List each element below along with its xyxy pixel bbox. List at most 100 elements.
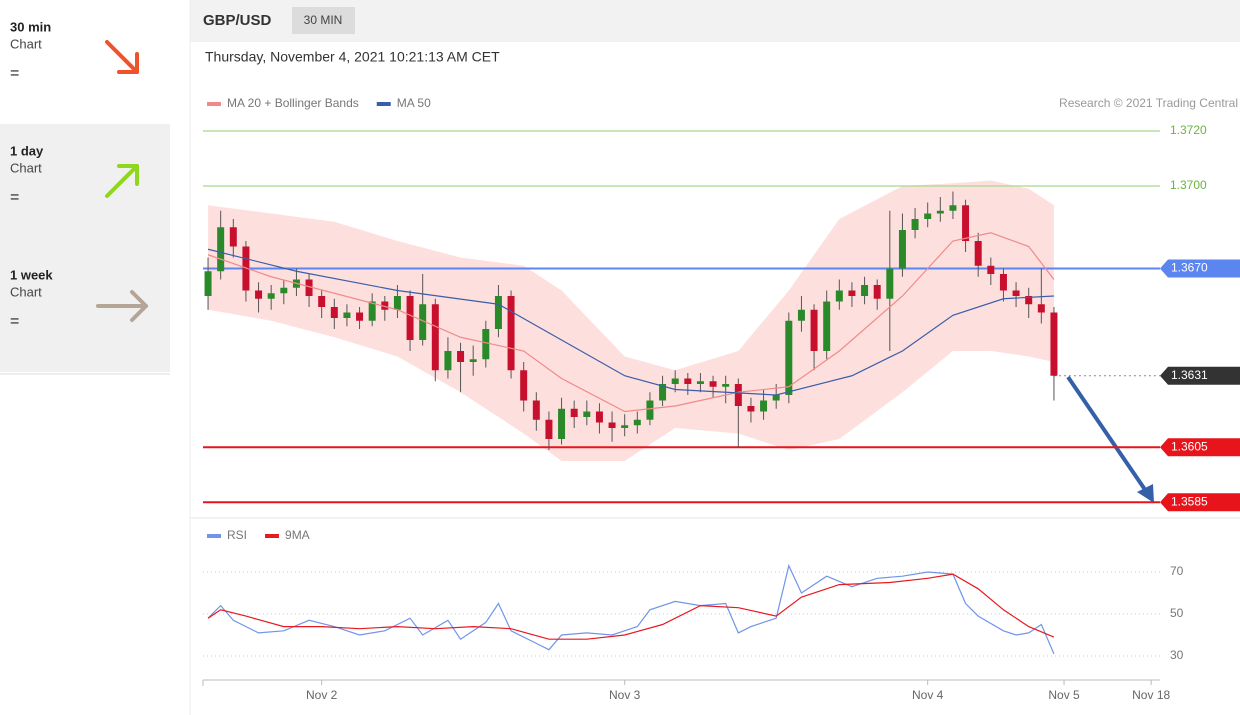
candle-body <box>608 422 616 428</box>
candle-body <box>696 381 704 384</box>
candle-body <box>924 213 932 219</box>
period: 30 min <box>10 19 51 34</box>
candle-body <box>558 408 566 439</box>
candle-body <box>949 205 957 211</box>
candle-body <box>1037 304 1045 313</box>
trend-arrow-head <box>117 52 139 74</box>
level-tag <box>1160 259 1240 278</box>
candle-body <box>545 419 553 439</box>
trend-arrow-head <box>130 290 148 322</box>
candle-body <box>873 285 881 299</box>
legend-swatch <box>207 534 221 538</box>
status: = <box>10 313 19 330</box>
candle-body <box>229 227 237 247</box>
candle-body <box>785 320 793 395</box>
sidebar-item[interactable] <box>0 0 170 124</box>
level-tag <box>1160 493 1240 512</box>
candle-body <box>1050 312 1058 376</box>
candle-body <box>823 301 831 351</box>
candle-body <box>318 296 326 307</box>
candle-body <box>797 309 805 321</box>
candle-body <box>987 265 995 274</box>
level-label: 1.3670 <box>1171 261 1208 275</box>
sidebar-item[interactable] <box>0 124 170 248</box>
candle-body <box>760 400 768 412</box>
legend-label[interactable]: MA 50 <box>397 96 431 110</box>
candle-body <box>280 287 288 294</box>
candle-body <box>507 296 515 371</box>
candle-body <box>835 290 843 302</box>
symbol: GBP/USD <box>203 12 272 29</box>
candle-body <box>1025 296 1033 305</box>
status: = <box>10 189 19 206</box>
candle-body <box>747 406 755 412</box>
timestamp: Thursday, November 4, 2021 10:21:13 AM C… <box>205 49 500 65</box>
legend-label[interactable]: 9MA <box>285 528 310 542</box>
bollinger-band <box>208 180 1054 461</box>
candle-body <box>595 411 603 423</box>
candle-body <box>204 271 212 296</box>
candle-body <box>974 241 982 266</box>
candle-body <box>494 296 502 329</box>
y-tick-label: 70 <box>1170 564 1184 578</box>
candle-body <box>457 351 465 362</box>
candle-body <box>217 227 225 272</box>
candle-body <box>709 381 717 387</box>
trend-arrow-head <box>117 164 139 186</box>
level-tag <box>1160 438 1240 457</box>
level-label: 1.3700 <box>1170 178 1207 192</box>
candle-body <box>267 293 275 299</box>
candle-body <box>520 370 528 401</box>
level-label: 1.3605 <box>1171 439 1208 453</box>
candle-body <box>999 274 1007 291</box>
candle-body <box>848 290 856 296</box>
trend-arrow <box>105 164 139 198</box>
forecast-arrow-head <box>1137 484 1154 503</box>
rsi-line <box>207 573 1055 640</box>
candle-body <box>734 384 742 406</box>
candle-body <box>671 378 679 384</box>
level-tag <box>1160 366 1240 385</box>
legend-label[interactable]: MA 20 + Bollinger Bands <box>227 96 359 110</box>
legend-swatch <box>207 102 221 106</box>
candle-body <box>861 285 869 296</box>
ma-line <box>207 232 1055 413</box>
chart-link: Chart <box>10 36 42 51</box>
candle-body <box>962 205 970 241</box>
candle-body <box>532 400 540 420</box>
candle-body <box>936 210 944 214</box>
candle-body <box>1012 290 1020 296</box>
candle-body <box>381 301 389 310</box>
ma-line <box>207 248 1054 396</box>
timeframe[interactable]: 30 MIN <box>304 13 343 27</box>
x-tick-label: Nov 4 <box>912 688 944 702</box>
candle-body <box>684 378 692 384</box>
timeframe-box[interactable] <box>292 7 355 34</box>
trend-arrow <box>105 40 139 74</box>
candle-body <box>343 312 351 318</box>
candle-body <box>419 304 427 340</box>
candle-body <box>722 384 730 387</box>
chart-link: Chart <box>10 284 42 299</box>
candle-body <box>772 395 780 401</box>
period: 1 week <box>10 267 53 282</box>
candle-body <box>482 329 490 360</box>
rsi-line <box>207 563 1055 655</box>
legend-label[interactable]: RSI <box>227 528 247 542</box>
candle-body <box>368 301 376 321</box>
level-label: 1.3720 <box>1170 123 1207 137</box>
header-bar <box>190 0 1240 42</box>
candle-body <box>659 384 667 401</box>
candle-body <box>255 290 263 299</box>
y-tick-label: 50 <box>1170 606 1184 620</box>
x-tick-label: Nov 3 <box>609 688 641 702</box>
candle-body <box>406 296 414 340</box>
candle-body <box>570 408 578 417</box>
candle-body <box>810 309 818 351</box>
candle-body <box>330 307 338 318</box>
y-tick-label: 30 <box>1170 648 1184 662</box>
candle-body <box>621 425 629 428</box>
status: = <box>10 65 19 82</box>
candle-body <box>469 359 477 362</box>
credit: Research © 2021 Trading Central <box>1059 96 1238 110</box>
